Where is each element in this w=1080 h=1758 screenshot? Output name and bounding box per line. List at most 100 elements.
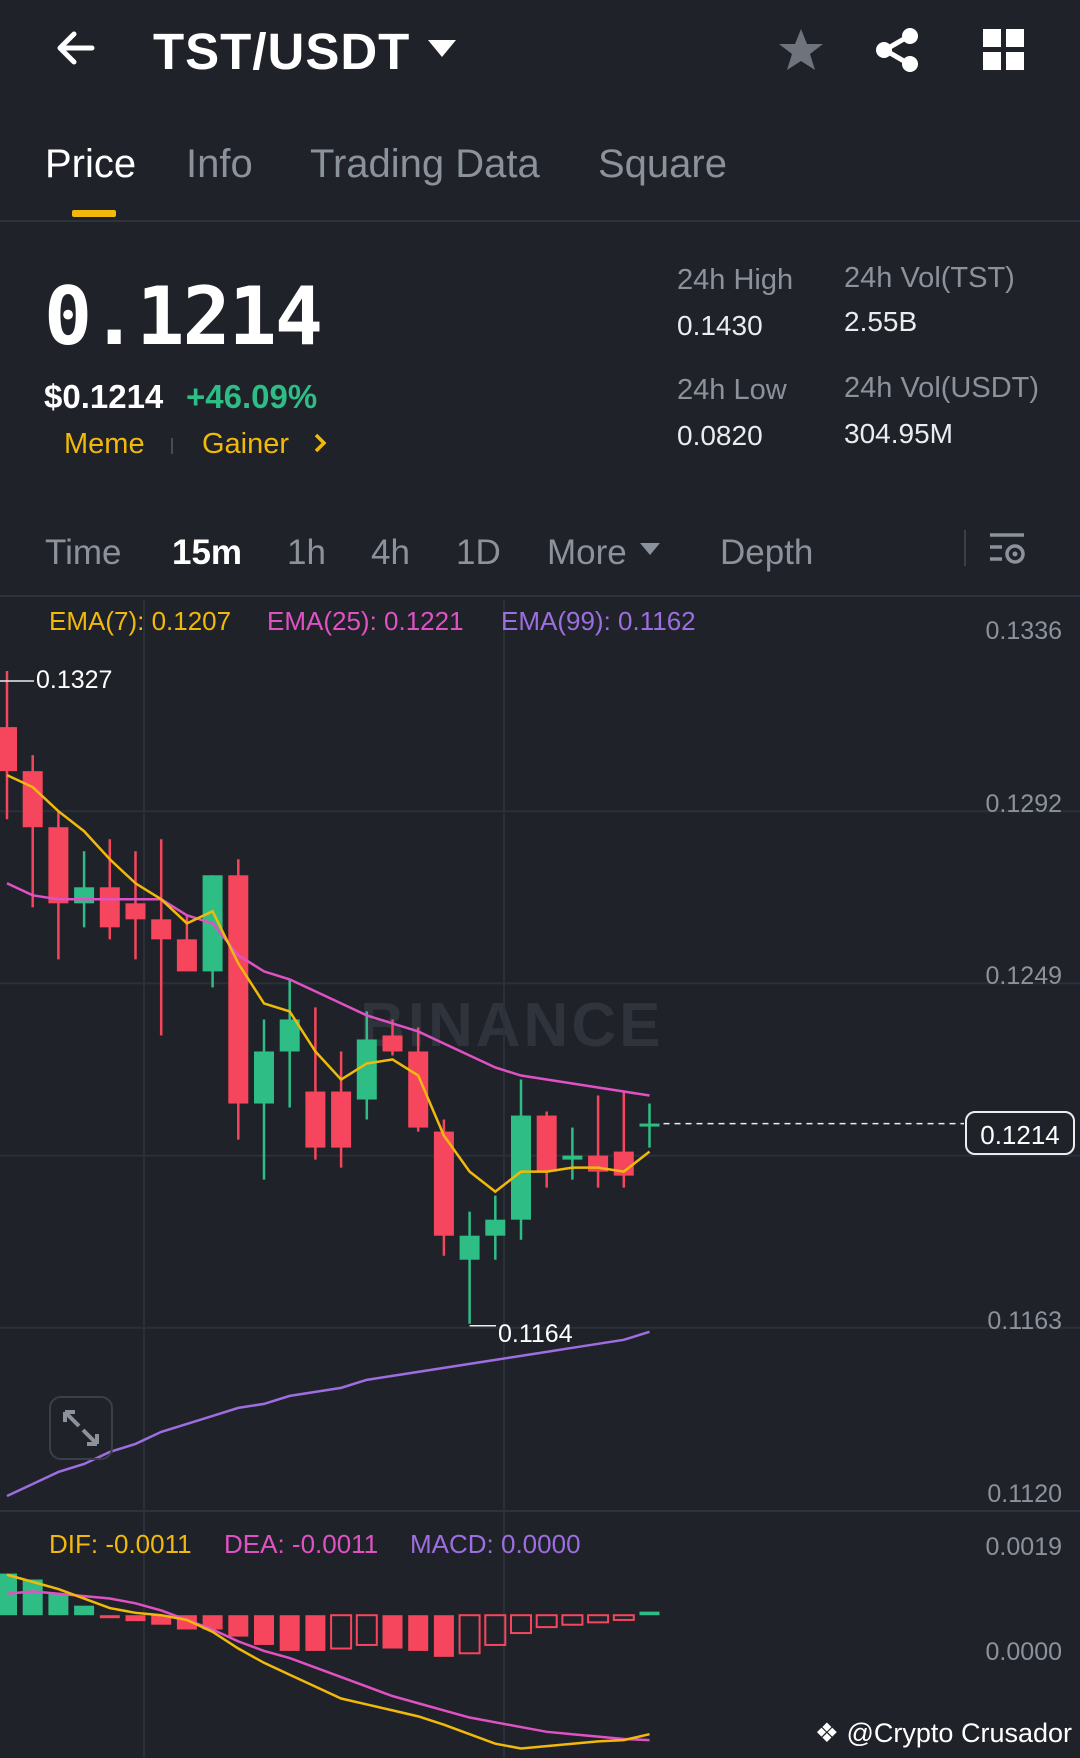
- favorite-button[interactable]: [776, 26, 826, 79]
- dea-line: [6, 1590, 650, 1742]
- tabs-divider: [0, 220, 1080, 222]
- candle-body: [408, 1051, 429, 1128]
- macd-axis-tick: 0.0000: [985, 1638, 1062, 1666]
- back-button[interactable]: [52, 24, 100, 77]
- macd-histogram-bar: [254, 1615, 274, 1645]
- chart-settings-icon: [990, 533, 1025, 564]
- tf-1d[interactable]: 1D: [456, 533, 501, 572]
- candle-body: [151, 919, 172, 940]
- tf-1h[interactable]: 1h: [287, 533, 326, 572]
- tag-gainer[interactable]: Gainer: [202, 428, 290, 460]
- dif-label: DIF: -0.0011: [49, 1529, 192, 1559]
- macd-histogram-bar: [561, 1614, 584, 1626]
- ema25-line: [6, 882, 650, 1097]
- macd-axis-tick: 0.0019: [985, 1533, 1062, 1561]
- macd-histogram-bar: [355, 1614, 378, 1646]
- candle-body: [331, 1091, 352, 1148]
- low-value: 0.0820: [677, 420, 763, 451]
- current-price-tag: 0.1214: [965, 1111, 1075, 1155]
- ema99-label: EMA(99): 0.1162: [501, 606, 696, 636]
- macd-histogram-bar: [151, 1615, 172, 1625]
- ema7-label: EMA(7): 0.1207: [49, 606, 232, 636]
- candle-body: [22, 771, 43, 828]
- axis-tick: 0.1336: [985, 617, 1062, 645]
- tab-square[interactable]: Square: [598, 142, 727, 186]
- macd-histogram-bar: [639, 1611, 660, 1616]
- macd-divider: [0, 1510, 1080, 1512]
- star-icon: [779, 29, 823, 70]
- vol-quote-label: 24h Vol(USDT): [844, 372, 1040, 404]
- toolbar-separator: [964, 530, 966, 566]
- candle-body: [125, 903, 146, 920]
- tab-info[interactable]: Info: [186, 142, 253, 186]
- diamond-logo-icon: ❖: [814, 1718, 839, 1748]
- tf-15m[interactable]: 15m: [172, 533, 243, 572]
- macd-histogram-bar: [382, 1615, 403, 1649]
- vol-base-value: 2.55B: [844, 306, 918, 337]
- tab-trading-data[interactable]: Trading Data: [310, 142, 540, 186]
- usd-price: $0.1214: [44, 378, 164, 415]
- macd-histogram-bar: [74, 1605, 95, 1616]
- macd-histogram-bar: [279, 1615, 300, 1651]
- grid-button[interactable]: [982, 28, 1026, 77]
- tab-price[interactable]: Price: [45, 142, 137, 186]
- macd-histogram-bar: [484, 1614, 507, 1646]
- candle-body: [305, 1091, 326, 1148]
- macd-histogram-bar: [305, 1615, 326, 1651]
- high-value: 0.1430: [677, 310, 763, 341]
- macd-histogram-bar: [433, 1615, 454, 1657]
- candle-body: [433, 1131, 454, 1236]
- chevron-right-icon[interactable]: [312, 432, 328, 459]
- ema7-line: [6, 774, 651, 1194]
- macd-histogram-bar: [612, 1614, 635, 1621]
- min-price-label: 0.1164: [498, 1320, 573, 1348]
- last-price: 0.1214: [44, 270, 323, 363]
- share-button[interactable]: [873, 26, 921, 79]
- macd-histogram-bar: [125, 1615, 146, 1622]
- caret-down-icon[interactable]: [640, 543, 660, 555]
- axis-tick: 0.1120: [987, 1480, 1062, 1508]
- tf-4h[interactable]: 4h: [371, 533, 410, 572]
- macd-histogram-bar: [228, 1615, 249, 1637]
- max-price-label: 0.1327: [36, 666, 113, 694]
- low-label: 24h Low: [677, 374, 787, 406]
- candle-body: [562, 1155, 583, 1160]
- tf-depth[interactable]: Depth: [720, 533, 814, 572]
- macd-histogram-bar: [587, 1614, 610, 1624]
- candle-body: [382, 1035, 403, 1052]
- credit-watermark: ❖ @Crypto Crusador: [815, 1718, 1072, 1749]
- candle-body: [536, 1115, 557, 1172]
- macd-histogram-bar: [48, 1593, 69, 1616]
- high-label: 24h High: [677, 264, 794, 296]
- candle-body: [48, 827, 69, 904]
- candle-body: [485, 1219, 506, 1236]
- axis-tick: 0.1249: [985, 962, 1062, 990]
- vol-quote-value: 304.95M: [844, 418, 953, 449]
- axis-tick: 0.1292: [985, 790, 1062, 818]
- pair-title[interactable]: TST/USDT: [153, 23, 411, 80]
- change-percent: +46.09%: [186, 378, 318, 415]
- candle-body: [279, 1019, 300, 1052]
- fullscreen-button[interactable]: [49, 1396, 113, 1460]
- axis-tick: 0.1163: [987, 1307, 1062, 1335]
- candle-body: [511, 1115, 531, 1220]
- macd-histogram-bar: [330, 1614, 353, 1650]
- macd-histogram-bar: [535, 1614, 558, 1629]
- candle-body: [99, 887, 120, 928]
- tf-more[interactable]: More: [547, 533, 627, 572]
- candle-body: [0, 727, 17, 772]
- candle-body: [459, 1235, 480, 1260]
- macd-histogram-bar: [408, 1615, 429, 1651]
- chart-settings-button[interactable]: [988, 530, 1028, 575]
- vol-base-label: 24h Vol(TST): [844, 262, 1015, 294]
- dif-line: [6, 1573, 650, 1750]
- tf-time[interactable]: Time: [45, 533, 122, 572]
- macd-histogram-bar: [510, 1614, 532, 1635]
- tag-meme[interactable]: Meme: [64, 428, 145, 460]
- dea-label: DEA: -0.0011: [224, 1529, 379, 1559]
- chevron-down-icon[interactable]: [428, 40, 456, 57]
- chart-top-divider: [0, 595, 1080, 597]
- tag-separator: [171, 438, 173, 454]
- credit-text: @Crypto Crusador: [846, 1718, 1072, 1748]
